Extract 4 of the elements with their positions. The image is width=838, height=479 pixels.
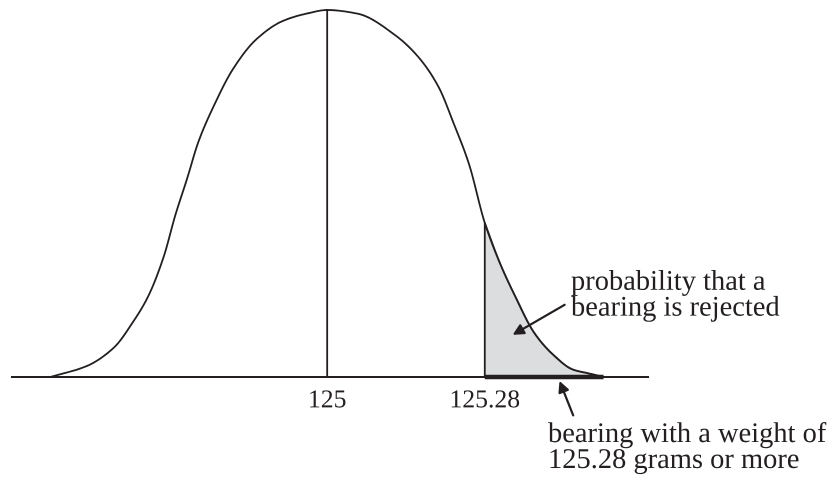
annotation: probability that a bearing is rejected	[571, 270, 780, 322]
x-tick-label: 125	[310, 390, 346, 408]
x-tick-label: 125.28	[452, 390, 520, 408]
annotation: bearing with a weight of 125.28 grams or more	[548, 422, 826, 474]
